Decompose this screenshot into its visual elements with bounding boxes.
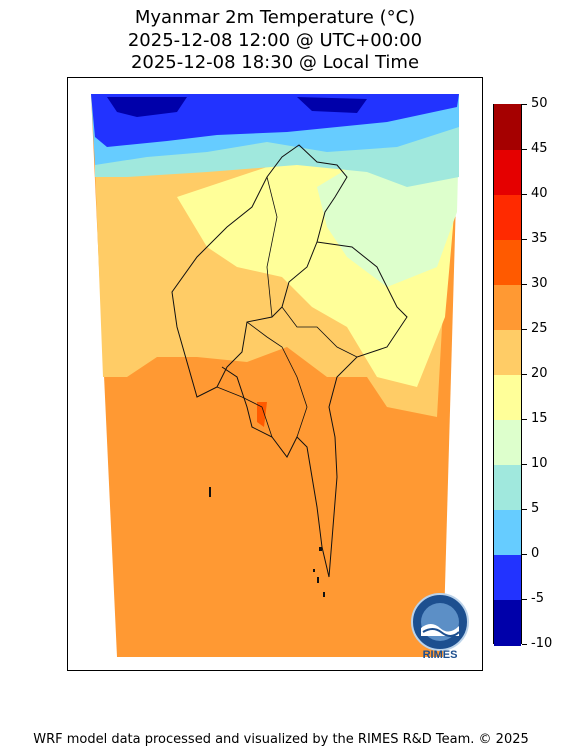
colorbar-tick xyxy=(522,464,527,465)
colorbar-tick xyxy=(522,374,527,375)
state-borders xyxy=(216,176,358,438)
logo-text: RIMES xyxy=(423,649,458,661)
colorbar-tick xyxy=(522,329,527,330)
colorbar xyxy=(493,104,522,646)
colorbar-tick-label: 15 xyxy=(531,411,548,426)
colorbar-segment xyxy=(494,195,521,241)
footer-credit: WRF model data processed and visualized … xyxy=(33,732,529,747)
colorbar-tick-label: -10 xyxy=(531,636,553,651)
colorbar-segment xyxy=(494,555,521,601)
colorbar-segment xyxy=(494,420,521,466)
colorbar-tick xyxy=(522,149,527,150)
colorbar-tick-label: 5 xyxy=(531,501,540,516)
colorbar-segment xyxy=(494,600,521,646)
colorbar-tick xyxy=(522,284,527,285)
colorbar-tick-label: 20 xyxy=(531,366,548,381)
chart-title-line-2: 2025-12-08 12:00 @ UTC+00:00 xyxy=(127,30,423,51)
field-m10-m5 xyxy=(107,97,367,117)
colorbar-tick xyxy=(522,599,527,600)
colorbar-segment xyxy=(494,104,521,150)
chart-title-line-3: 2025-12-08 18:30 @ Local Time xyxy=(130,52,420,73)
colorbar-tick xyxy=(522,554,527,555)
colorbar-tick-label: 50 xyxy=(531,96,548,111)
colorbar-tick-label: 30 xyxy=(531,276,548,291)
field-5-10 xyxy=(95,122,459,187)
colorbar-segment xyxy=(494,330,521,376)
chart-title-line-1: Myanmar 2m Temperature (°C) xyxy=(134,7,416,28)
country-border xyxy=(171,144,408,578)
coastal-islands xyxy=(209,487,325,597)
colorbar-tick-label: 40 xyxy=(531,186,548,201)
colorbar-segment xyxy=(494,510,521,556)
colorbar-tick xyxy=(522,104,527,105)
colorbar-tick-label: 25 xyxy=(531,321,548,336)
field-m5-0 xyxy=(91,94,459,147)
temperature-map xyxy=(91,94,459,657)
colorbar-tick xyxy=(522,239,527,240)
colorbar-tick xyxy=(522,509,527,510)
colorbar-segment xyxy=(494,240,521,286)
colorbar-tick-label: 45 xyxy=(531,141,548,156)
field-30-35 xyxy=(257,402,267,427)
colorbar-tick-label: 10 xyxy=(531,456,548,471)
colorbar-segment xyxy=(494,465,521,511)
colorbar-tick-label: -5 xyxy=(531,591,544,606)
colorbar-tick xyxy=(522,644,527,645)
colorbar-tick-label: 0 xyxy=(531,546,540,561)
colorbar-segment xyxy=(494,375,521,421)
colorbar-tick xyxy=(522,419,527,420)
rimes-logo: RIMES xyxy=(411,593,469,661)
colorbar-segment xyxy=(494,285,521,331)
colorbar-tick-label: 35 xyxy=(531,231,548,246)
colorbar-tick xyxy=(522,194,527,195)
colorbar-segment xyxy=(494,150,521,196)
